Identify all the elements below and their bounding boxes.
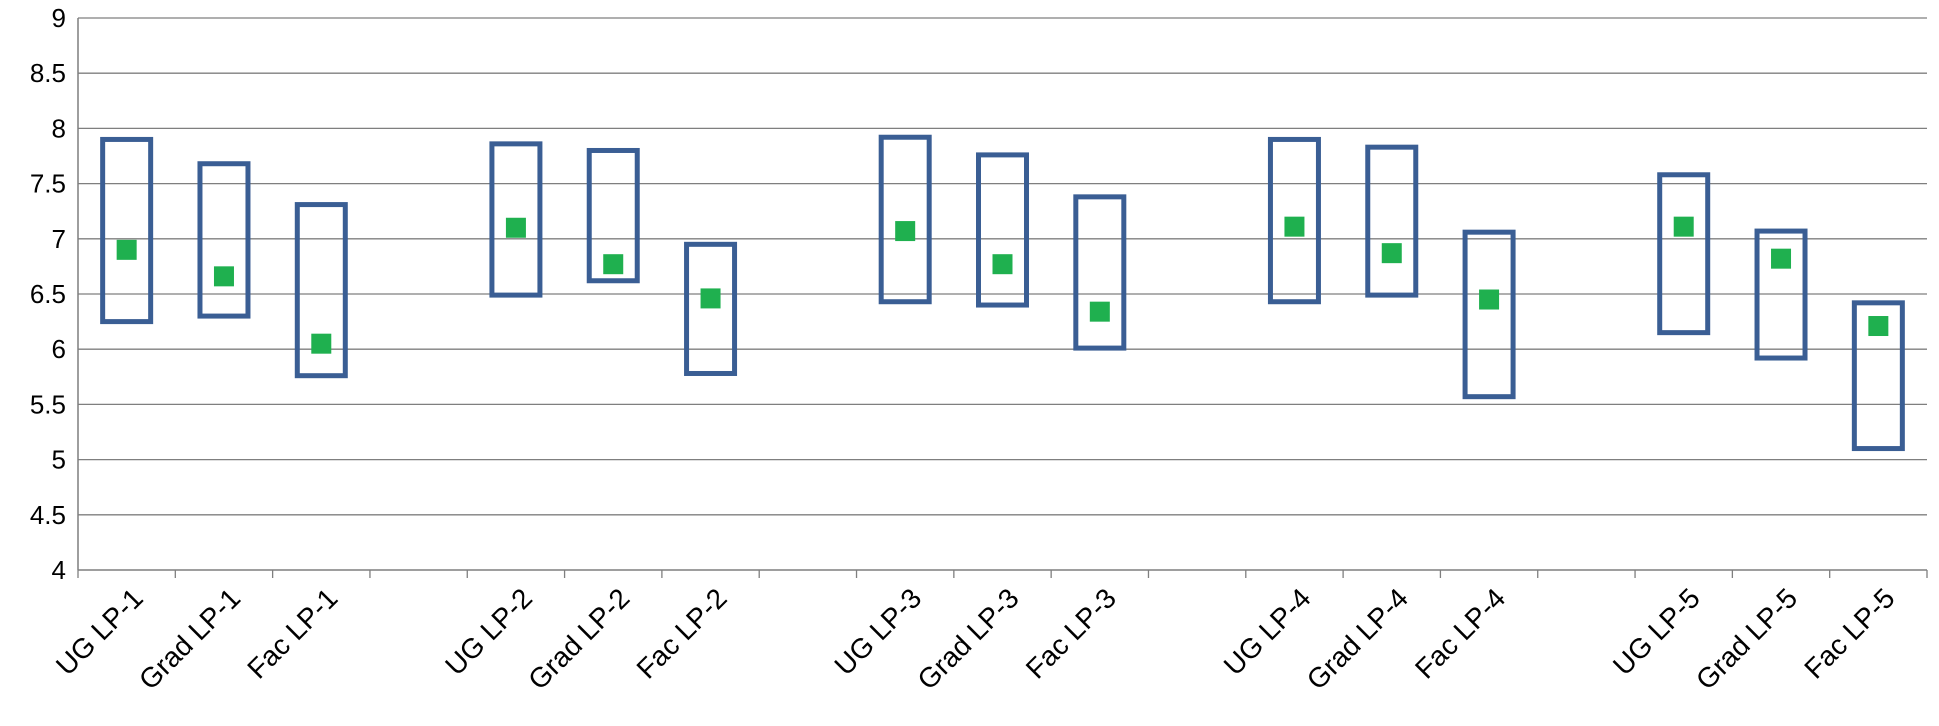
y-tick-label: 6 <box>52 334 66 364</box>
x-tick-label: UG LP-4 <box>1218 582 1317 681</box>
mean-marker <box>213 266 234 287</box>
range-boxes <box>100 134 1905 452</box>
x-tick-label: Grad LP-3 <box>911 582 1024 695</box>
x-tick-label: UG LP-5 <box>1607 582 1706 681</box>
mean-marker <box>1673 216 1694 237</box>
x-tick-label: Fac LP-5 <box>1798 582 1900 684</box>
range-box <box>100 136 154 325</box>
mean-marker <box>1771 248 1792 269</box>
y-tick-label: 7 <box>52 224 66 254</box>
range-box <box>294 202 348 379</box>
mean-marker <box>1284 216 1305 237</box>
mean-marker <box>1381 243 1402 264</box>
range-box <box>586 147 640 284</box>
range-box <box>197 161 251 319</box>
mean-marker <box>116 239 137 260</box>
x-tick-label: Fac LP-4 <box>1409 582 1511 684</box>
range-box <box>1073 194 1127 351</box>
mean-markers <box>116 216 1889 354</box>
range-box <box>1365 144 1419 298</box>
x-tick-label: Grad LP-2 <box>522 582 635 695</box>
x-tick-label: UG LP-2 <box>439 582 538 681</box>
mean-marker <box>1089 301 1110 322</box>
range-box <box>1851 300 1905 452</box>
x-tick-label: Fac LP-3 <box>1020 582 1122 684</box>
mean-marker <box>311 333 332 354</box>
mean-marker <box>603 254 624 275</box>
y-tick-label: 4 <box>52 555 66 585</box>
gridlines <box>78 17 1927 516</box>
y-tick-label: 7.5 <box>30 169 66 199</box>
y-tick-label: 4.5 <box>30 500 66 530</box>
mean-marker <box>895 221 916 242</box>
mean-marker <box>992 254 1013 275</box>
y-tick-label: 8 <box>52 113 66 143</box>
x-tick-label: Fac LP-2 <box>631 582 733 684</box>
x-tick-label: UG LP-3 <box>828 582 927 681</box>
range-box <box>1267 136 1321 305</box>
y-tick-label: 5.5 <box>30 389 66 419</box>
mean-marker <box>1479 289 1500 310</box>
range-box <box>1657 172 1711 336</box>
mean-marker <box>505 217 526 238</box>
x-tick-label: Fac LP-1 <box>241 582 343 684</box>
x-tick-label: UG LP-1 <box>50 582 149 681</box>
x-tick-label: Grad LP-5 <box>1690 582 1803 695</box>
range-box <box>489 141 543 298</box>
mean-marker <box>700 288 721 309</box>
x-tick-label: Grad LP-1 <box>133 582 246 695</box>
y-tick-label: 6.5 <box>30 279 66 309</box>
range-box <box>1462 229 1516 400</box>
y-axis: 4 4.5 5 5.5 6 6.5 7 7.5 8 8.5 9 <box>30 3 79 585</box>
range-box <box>878 134 932 305</box>
y-tick-label: 8.5 <box>30 58 66 88</box>
y-tick-label: 5 <box>52 445 66 475</box>
y-tick-label: 9 <box>52 3 66 33</box>
x-tick-label: Grad LP-4 <box>1301 582 1414 695</box>
range-box <box>1754 228 1808 361</box>
range-box <box>684 241 738 376</box>
mean-marker <box>1868 316 1889 337</box>
range-box <box>976 152 1029 308</box>
